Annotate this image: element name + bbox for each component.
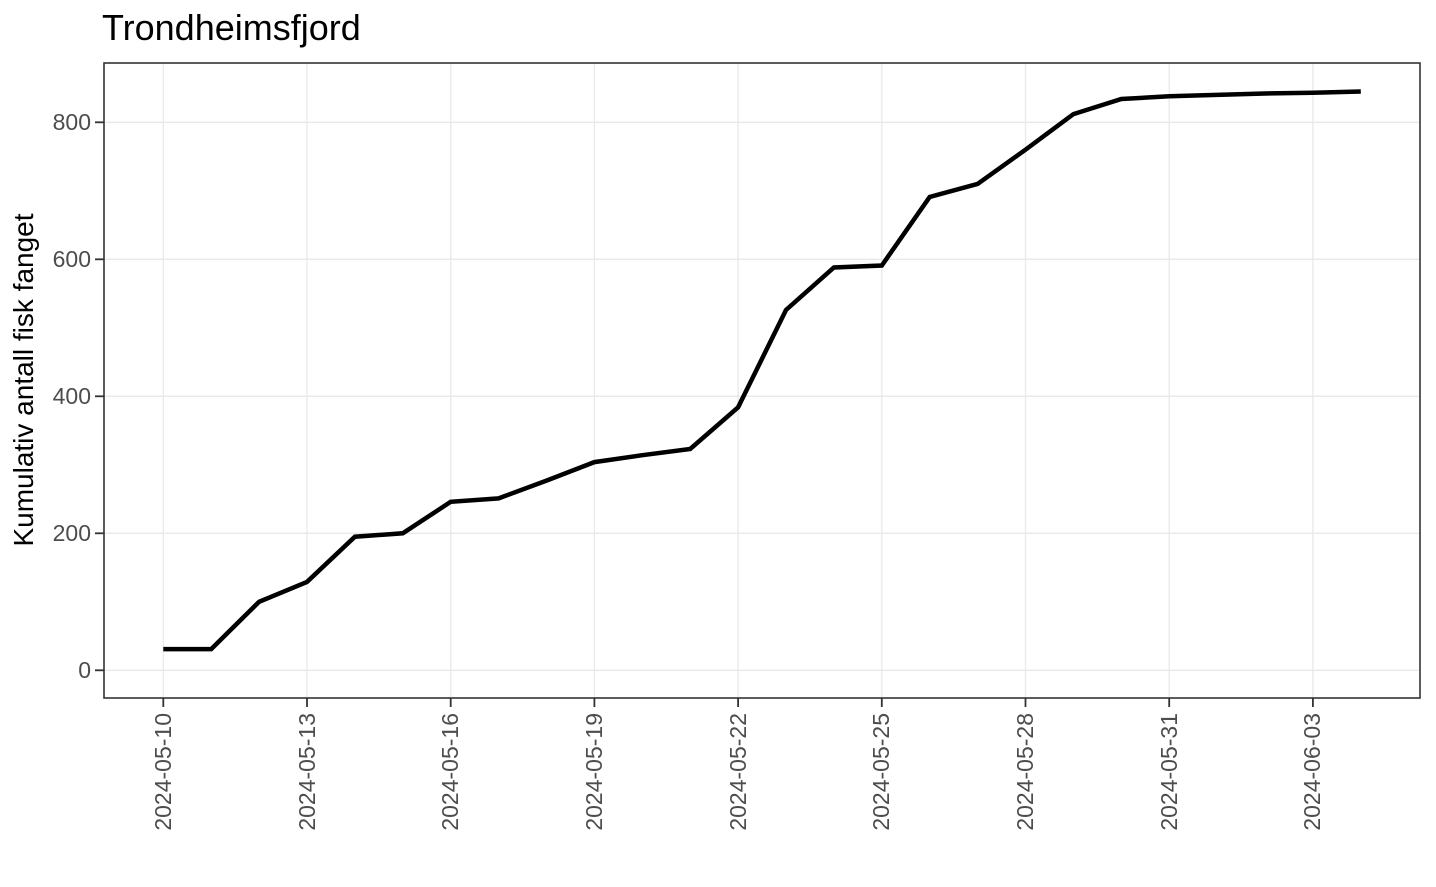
x-tick-label-wrap: 2024-06-03 (1299, 713, 1418, 831)
x-tick-label-wrap: 2024-05-13 (294, 713, 413, 831)
x-tick-label-wrap: 2024-05-10 (150, 713, 269, 831)
chart-title: Trondheimsfjord (102, 7, 361, 48)
x-tick-label-wrap: 2024-05-16 (437, 713, 556, 831)
x-tick-label: 2024-05-31 (1155, 713, 1182, 831)
x-tick-label: 2024-06-03 (1299, 713, 1326, 831)
x-tick-label-wrap: 2024-05-25 (868, 713, 987, 831)
x-tick-label-wrap: 2024-05-31 (1156, 713, 1275, 831)
x-tick-label: 2024-05-16 (437, 713, 464, 831)
x-tick-label: 2024-05-25 (868, 713, 895, 831)
x-tick-label-wrap: 2024-05-28 (1012, 713, 1131, 831)
y-tick-label: 0 (78, 657, 91, 684)
y-tick-label: 800 (52, 109, 91, 136)
panel-border (103, 62, 1421, 699)
x-tick-label: 2024-05-10 (149, 713, 176, 831)
series-line (163, 89, 1361, 652)
y-tick-label: 200 (52, 520, 91, 547)
y-tick-label: 600 (52, 246, 91, 273)
y-tick-label: 400 (52, 383, 91, 410)
x-tick-label-wrap: 2024-05-19 (581, 713, 700, 831)
x-tick-label: 2024-05-13 (293, 713, 320, 831)
x-tick-label: 2024-05-28 (1012, 713, 1038, 831)
x-tick-label: 2024-05-22 (724, 713, 751, 831)
x-tick-label-wrap: 2024-05-22 (725, 713, 844, 831)
x-tick-label: 2024-05-19 (580, 713, 607, 831)
